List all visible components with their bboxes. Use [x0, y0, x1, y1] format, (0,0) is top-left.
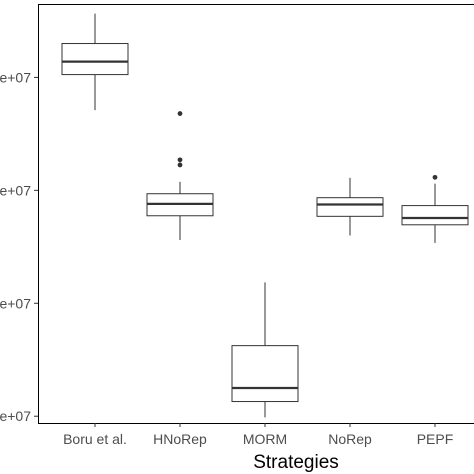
x-tick-label: MORM — [243, 431, 287, 447]
box — [401, 205, 469, 226]
box — [61, 43, 129, 76]
x-tick-label: PEPF — [417, 431, 454, 447]
box-group — [231, 282, 299, 418]
x-tick-label: Boru et al. — [63, 431, 127, 447]
x-axis-title: Strategies — [253, 452, 339, 473]
y-tick-label: 2e+07 — [0, 408, 31, 424]
outlier-point — [432, 174, 438, 180]
box-group — [146, 111, 214, 241]
box — [316, 197, 384, 217]
box — [231, 345, 299, 403]
x-tick-label: NoRep — [328, 431, 372, 447]
box-series — [61, 13, 469, 418]
x-axis: Boru et al. HNoRep MORM NoRep PEPF — [63, 423, 453, 447]
y-tick-label: 6e+07 — [0, 182, 31, 198]
y-axis: 2e+07 4e+07 6e+07 8e+07 — [0, 69, 38, 424]
y-tick-label: 8e+07 — [0, 69, 31, 85]
x-tick-label: HNoRep — [153, 431, 207, 447]
box-group — [401, 174, 469, 243]
box-group — [61, 13, 129, 111]
y-tick-label: 4e+07 — [0, 295, 31, 311]
outlier-point — [177, 157, 183, 163]
box-group — [316, 177, 384, 236]
outlier-point — [177, 162, 183, 168]
outlier-point — [177, 111, 183, 116]
